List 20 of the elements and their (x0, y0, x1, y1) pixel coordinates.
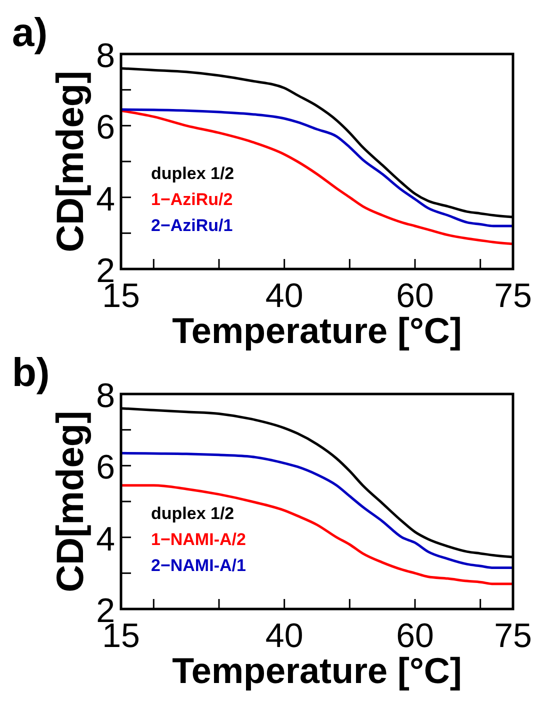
line-series (120, 484, 514, 586)
text: duplex 1/2 (151, 164, 234, 183)
chart-title: b) (12, 351, 50, 395)
y-tick-label: 8 (96, 377, 115, 415)
x-tick-label: 75 (494, 617, 532, 655)
y-axis-title: CD[mdeg] (50, 70, 92, 252)
y-tick-label: 8 (96, 37, 115, 75)
y-axis-title: CD[mdeg] (50, 410, 92, 592)
text: duplex 1/2 (151, 504, 234, 523)
series-label: 1−NAMI-A/2 (151, 530, 246, 549)
text: 1−AziRu/2 (151, 190, 233, 209)
x-tick-label: 75 (494, 277, 532, 315)
text: 2−NAMI-A/1 (151, 556, 246, 575)
line-series (120, 452, 514, 570)
y-tick-label: 6 (96, 108, 115, 147)
chart-title: a) (12, 11, 48, 55)
y-tick-label: 4 (96, 520, 115, 558)
y-tick-label: 6 (96, 448, 115, 487)
text: 2−AziRu/1 (151, 216, 233, 235)
y-tick-label: 4 (96, 180, 115, 218)
